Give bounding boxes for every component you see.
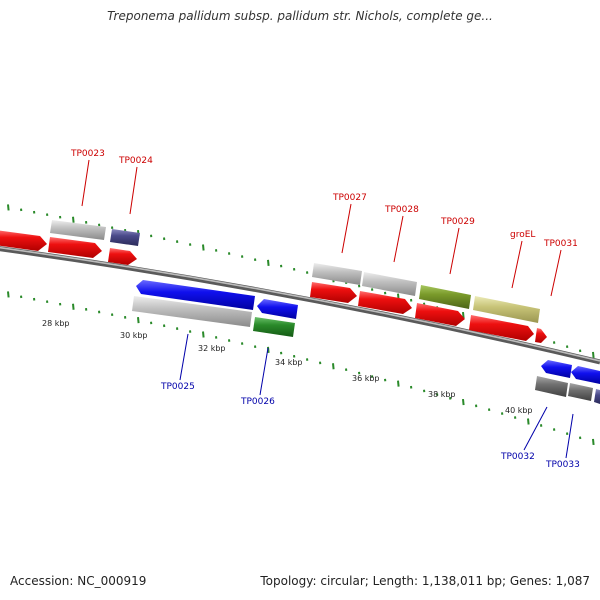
scale-label: 36 kbp bbox=[352, 374, 380, 383]
major-tick bbox=[332, 363, 335, 370]
forward-gene-labels: TP0023 TP0024 TP0027 TP0028 TP0029 groEL… bbox=[70, 149, 578, 249]
reverse-cds-row bbox=[136, 280, 600, 384]
major-tick bbox=[267, 346, 270, 353]
genome-backbone-highlight bbox=[0, 246, 600, 362]
gene-label-tp0029[interactable]: TP0029 bbox=[440, 217, 475, 227]
gene-block-tp0026[interactable] bbox=[253, 317, 295, 337]
major-tick bbox=[397, 380, 400, 387]
reverse-scale-ticks bbox=[7, 291, 595, 446]
scale-label: 38 kbp bbox=[428, 390, 456, 399]
major-tick bbox=[72, 303, 75, 310]
scale-label: 32 kbp bbox=[198, 344, 226, 353]
gene-block-edge[interactable] bbox=[594, 389, 600, 404]
gene-label-tp0024[interactable]: TP0024 bbox=[118, 156, 153, 166]
gene-block-tp0027[interactable] bbox=[312, 263, 362, 285]
major-tick bbox=[592, 351, 595, 359]
cds-arrow-tp0028[interactable] bbox=[358, 291, 412, 314]
major-tick bbox=[267, 259, 270, 266]
gene-label-tp0026[interactable]: TP0026 bbox=[240, 397, 275, 407]
cds-arrow-tp0024[interactable] bbox=[108, 248, 137, 265]
major-tick bbox=[462, 398, 465, 406]
gene-label-tp0027[interactable]: TP0027 bbox=[332, 193, 367, 203]
reverse-gene-row bbox=[132, 296, 600, 404]
major-tick bbox=[7, 291, 10, 298]
gene-block-tp0033[interactable] bbox=[568, 383, 593, 401]
cds-arrow-tp0032[interactable] bbox=[541, 360, 572, 378]
major-tick bbox=[7, 204, 10, 211]
cds-arrow-tp0033[interactable] bbox=[571, 366, 600, 384]
gene-block-tp0029[interactable] bbox=[419, 285, 471, 309]
major-tick bbox=[202, 244, 205, 251]
major-tick bbox=[592, 438, 595, 446]
major-tick bbox=[72, 216, 75, 223]
cds-arrow-tp0025[interactable] bbox=[136, 280, 255, 310]
map-title: Treponema pallidum subsp. pallidum str. … bbox=[107, 9, 493, 23]
scale-label: 28 kbp bbox=[42, 319, 70, 328]
genome-summary-text: Topology: circular; Length: 1,138,011 bp… bbox=[260, 574, 590, 588]
gene-label-tp0025[interactable]: TP0025 bbox=[160, 382, 195, 392]
accession-text: Accession: NC_000919 bbox=[10, 574, 147, 588]
gene-block-groel[interactable] bbox=[473, 296, 540, 323]
cds-arrow-groel[interactable] bbox=[469, 315, 534, 341]
reverse-gene-labels: TP0025 TP0026 TP0032 TP0033 bbox=[160, 382, 580, 470]
cds-arrow-tp0027[interactable] bbox=[310, 282, 357, 303]
gene-block-tp0023[interactable] bbox=[50, 220, 106, 240]
gene-label-tp0023[interactable]: TP0023 bbox=[70, 149, 105, 159]
gene-block-tp0024[interactable] bbox=[110, 229, 140, 246]
cds-arrow-tp0029[interactable] bbox=[415, 303, 465, 326]
cds-arrow-tp0031[interactable] bbox=[535, 328, 547, 343]
cds-arrow-tp0023-left[interactable] bbox=[0, 230, 47, 251]
gene-block-tp0028[interactable] bbox=[362, 272, 417, 296]
genome-backbone bbox=[0, 246, 600, 365]
forward-gene-row bbox=[50, 220, 540, 323]
major-tick bbox=[202, 331, 205, 338]
scale-labels: 28 kbp 30 kbp 32 kbp 34 kbp 36 kbp 38 kb… bbox=[42, 319, 533, 415]
gene-label-tp0033[interactable]: TP0033 bbox=[545, 460, 580, 470]
gene-label-groel[interactable]: groEL bbox=[510, 230, 535, 240]
reverse-label-leaders bbox=[179, 333, 574, 459]
gene-block-tp0032[interactable] bbox=[535, 376, 568, 397]
cds-arrow-tp0026[interactable] bbox=[257, 299, 298, 319]
forward-label-leaders bbox=[81, 159, 562, 297]
scale-label: 34 kbp bbox=[275, 358, 303, 367]
gene-label-tp0032[interactable]: TP0032 bbox=[500, 452, 535, 462]
gene-block-tp0025[interactable] bbox=[132, 296, 252, 327]
gene-label-tp0028[interactable]: TP0028 bbox=[384, 205, 419, 215]
gene-label-tp0031[interactable]: TP0031 bbox=[543, 239, 578, 249]
scale-label: 40 kbp bbox=[505, 406, 533, 415]
scale-label: 30 kbp bbox=[120, 331, 148, 340]
major-tick bbox=[527, 418, 530, 425]
forward-cds-row bbox=[0, 230, 547, 343]
major-tick bbox=[137, 317, 140, 324]
cds-arrow-tp0023[interactable] bbox=[48, 237, 102, 258]
major-tick bbox=[462, 311, 465, 319]
